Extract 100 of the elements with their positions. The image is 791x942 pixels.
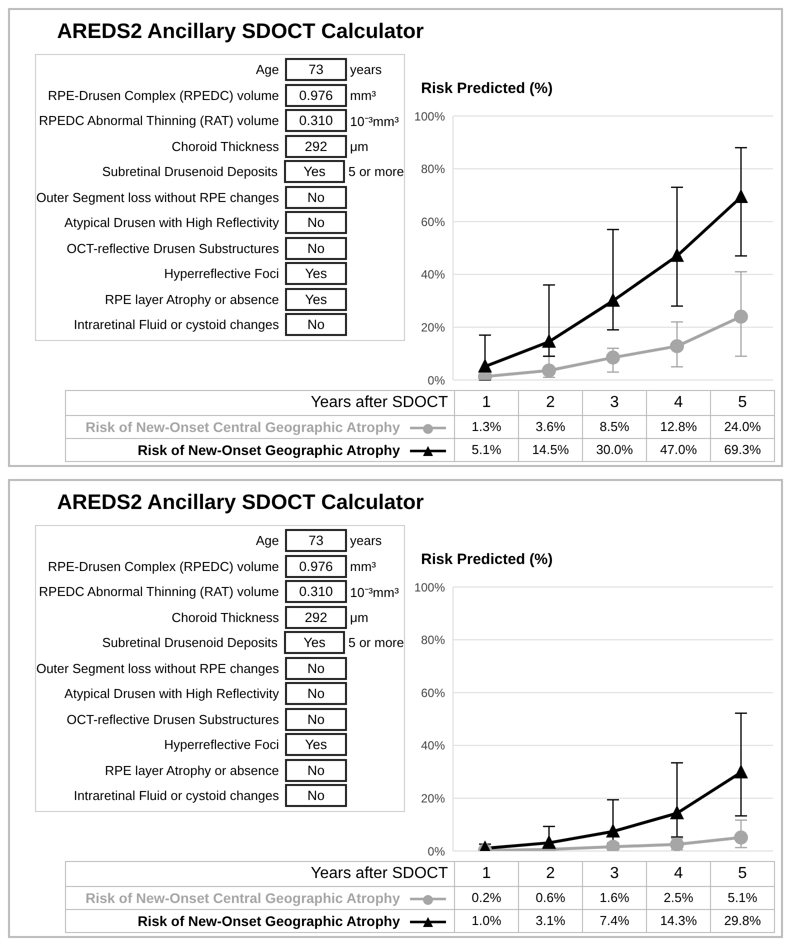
legend-label: Risk of New-Onset Central Geographic Atrophy [84, 890, 401, 906]
text: AREDS2 Ancillary SDOCT Calculator [57, 20, 424, 44]
data-label: 29.8% [710, 910, 774, 932]
text: Yes [304, 737, 328, 752]
text: 10⁻³mm³ [349, 584, 399, 601]
category-label: Intraretinal Fluid or cystoid changes [72, 788, 280, 804]
legend-label: Risk of New-Onset Central Geographic Atrophy [84, 418, 401, 436]
x-tick-label: 5 [710, 862, 774, 886]
data-label: 69.3% [710, 439, 774, 461]
category-label: RPE-Drusen Complex (RPEDC) volume [46, 558, 280, 574]
x-axis-title: Years after SDOCT [310, 865, 449, 883]
data-label: 24.0% [710, 416, 774, 438]
point [670, 248, 684, 262]
y-tick-label: 80% [420, 162, 446, 176]
category-label: Age [254, 62, 280, 78]
text: 5 or more [347, 635, 404, 650]
text: μm [349, 610, 368, 625]
data-label: 0.2% [454, 887, 518, 909]
data-label: 30.0% [582, 439, 646, 461]
point [606, 823, 620, 838]
category-label: Subretinal Drusenoid Deposits [101, 164, 279, 180]
category-label: Subretinal Drusenoid Deposits [101, 635, 279, 650]
category-label: Hyperreflective Foci [163, 266, 280, 282]
data-label: 12.8% [646, 416, 710, 438]
point [542, 363, 556, 378]
text: 292 [304, 610, 328, 625]
category-label: Outer Segment loss without RPE changes [36, 190, 280, 205]
text: No [307, 317, 325, 332]
data-label: 1.0% [454, 910, 518, 932]
x-tick-label: 4 [646, 391, 710, 415]
text: No [307, 762, 325, 778]
data-label: 3.6% [518, 416, 582, 438]
text: Yes [304, 292, 328, 307]
category-label: Choroid Thickness [170, 138, 280, 154]
data-label: 2.5% [646, 887, 710, 909]
text: No [307, 686, 325, 702]
category-label: RPE-Drusen Complex (RPEDC) volume [46, 88, 280, 103]
data-label: 14.5% [518, 439, 582, 461]
text: years [349, 62, 382, 78]
data-label: 47.0% [646, 439, 710, 461]
text: mm³ [349, 88, 376, 103]
data-label: 7.4% [582, 910, 646, 932]
point [670, 339, 684, 354]
y-tick-label: 20% [420, 320, 446, 334]
text: Yes [304, 266, 328, 282]
x-tick-label: 3 [582, 391, 646, 415]
y-tick-label: 20% [420, 791, 446, 806]
data-label: 0.6% [518, 887, 582, 909]
y-tick-label: 100% [414, 109, 446, 124]
text: 73 [308, 62, 324, 78]
text: 0.976 [299, 88, 333, 103]
x-axis-title: Years after SDOCT [310, 394, 449, 412]
text: No [307, 240, 325, 256]
point [734, 764, 748, 778]
y-tick-label: 0% [428, 844, 446, 858]
category-label: RPE layer Atrophy or absence [104, 292, 280, 307]
data-label: 1.3% [454, 416, 518, 438]
y-tick-label: 0% [428, 373, 446, 388]
y-tick-label: 40% [420, 738, 446, 753]
category-label: Hyperreflective Foci [163, 737, 280, 752]
text: No [307, 660, 325, 676]
text: 0.310 [299, 113, 333, 128]
category-label: Choroid Thickness [170, 610, 280, 625]
x-tick-label: 1 [454, 391, 518, 415]
point [670, 805, 684, 820]
text: years [349, 533, 382, 548]
data-label: 14.3% [646, 910, 710, 932]
category-label: RPEDC Abnormal Thinning (RAT) volume [38, 584, 280, 600]
text: 0.976 [299, 558, 333, 574]
point [478, 358, 492, 373]
y-axis-title: Risk Predicted (%) [421, 551, 553, 568]
x-tick-label: 3 [582, 862, 646, 886]
y-tick-label: 60% [420, 686, 446, 700]
x-tick-label: 2 [518, 391, 582, 415]
y-tick-label: 60% [420, 214, 446, 229]
text: 10⁻³mm³ [349, 112, 399, 130]
point [734, 189, 748, 204]
point [542, 834, 556, 849]
data-label: 1.6% [582, 887, 646, 909]
x-tick-label: 2 [518, 862, 582, 886]
y-axis-title: Risk Predicted (%) [421, 80, 553, 97]
category-label: Outer Segment loss without RPE changes [36, 660, 280, 676]
category-label: Atypical Drusen with High Reflectivity [63, 215, 280, 230]
text: No [307, 712, 325, 727]
category-label: Age [254, 533, 280, 548]
y-tick-label: 80% [420, 633, 446, 648]
x-tick-label: 1 [454, 862, 518, 886]
data-label: 3.1% [518, 910, 582, 932]
point [734, 310, 748, 324]
category-label: OCT-reflective Drusen Substructures [66, 712, 280, 727]
text: No [307, 788, 325, 804]
category-label: OCT-reflective Drusen Substructures [66, 240, 280, 256]
text: mm³ [349, 558, 376, 574]
point [606, 350, 620, 365]
point [606, 292, 620, 307]
data-label: 5.1% [454, 439, 518, 461]
legend-label: Risk of New-Onset Geographic Atrophy [136, 442, 401, 458]
category-label: RPE layer Atrophy or absence [104, 762, 280, 778]
category-label: Intraretinal Fluid or cystoid changes [72, 317, 280, 332]
category-label: RPEDC Abnormal Thinning (RAT) volume [38, 113, 280, 128]
